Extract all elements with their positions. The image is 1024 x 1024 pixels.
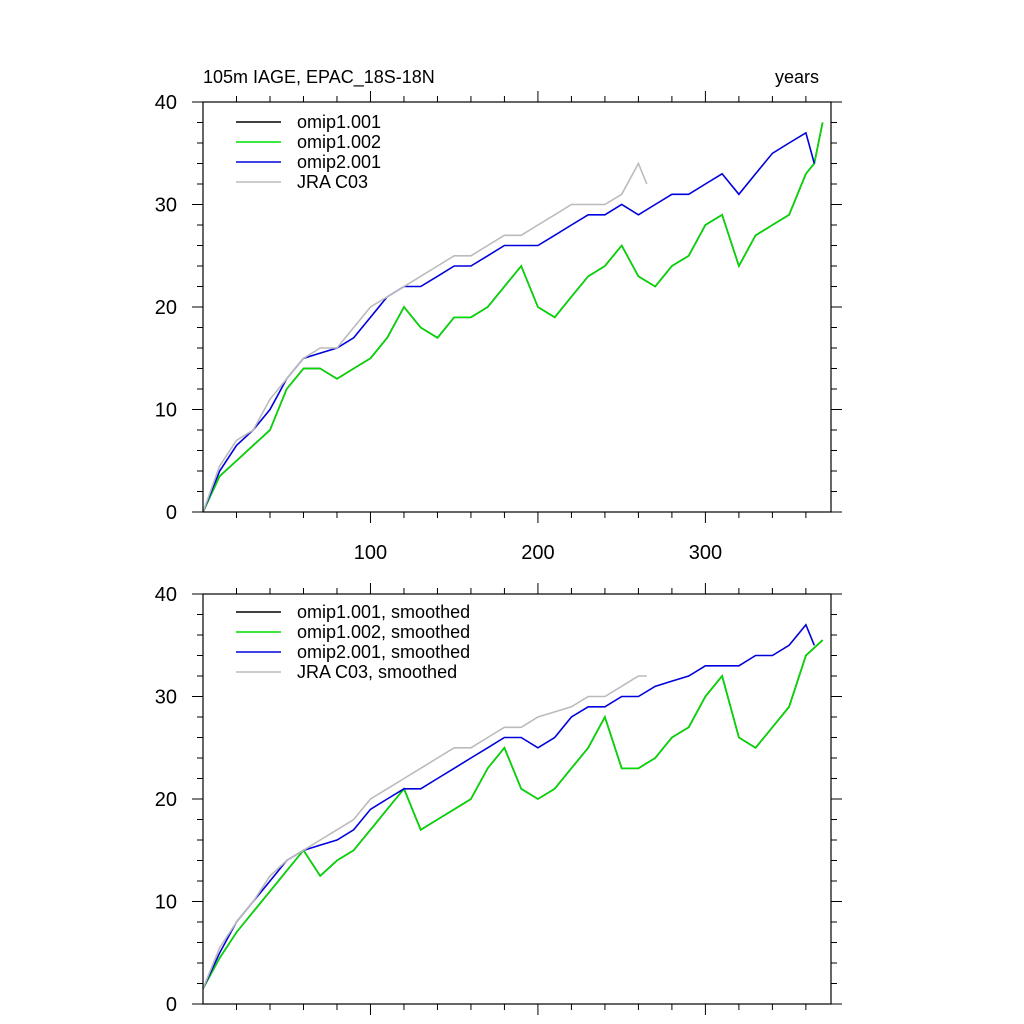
chart-title: 105m IAGE, EPAC_18S-18N — [203, 67, 435, 88]
x-tick-label: 300 — [689, 542, 722, 564]
legend-label: omip1.001, smoothed — [297, 602, 470, 622]
x-tick-label: 200 — [521, 542, 554, 564]
y-tick-label: 40 — [155, 92, 177, 114]
y-tick-label: 20 — [155, 297, 177, 319]
series-line-0 — [202, 639, 824, 989]
y-tick-label: 40 — [155, 584, 177, 606]
raw-panel: 0 10 20 30 40 100 200 300 omip1.001omip1.002omip… — [155, 91, 842, 564]
legend-label: omip2.001 — [297, 152, 381, 172]
legend-label: omip1.002, smoothed — [297, 622, 470, 642]
y-tick-label: 0 — [166, 994, 177, 1016]
legend-label: omip2.001, smoothed — [297, 642, 470, 662]
y-tick-label: 30 — [155, 687, 177, 709]
x-tick-label: 100 — [354, 542, 387, 564]
series-line-0 — [202, 122, 824, 513]
legend-label: JRA C03, smoothed — [297, 662, 457, 682]
y-tick-label: 10 — [155, 892, 177, 914]
y-tick-label: 30 — [155, 195, 177, 217]
legend-label: omip1.001 — [297, 112, 381, 132]
series-line-1 — [202, 122, 824, 513]
series-line-2 — [202, 131, 816, 513]
legend-label: omip1.002 — [297, 132, 381, 152]
series-line-3 — [202, 161, 648, 513]
legend-label: JRA C03 — [297, 172, 368, 192]
y-tick-label: 20 — [155, 789, 177, 811]
units-label: years — [775, 67, 819, 87]
series-line-3 — [202, 675, 647, 989]
y-tick-label: 0 — [166, 502, 177, 524]
series-line-1 — [202, 639, 824, 989]
y-tick-label: 10 — [155, 400, 177, 422]
